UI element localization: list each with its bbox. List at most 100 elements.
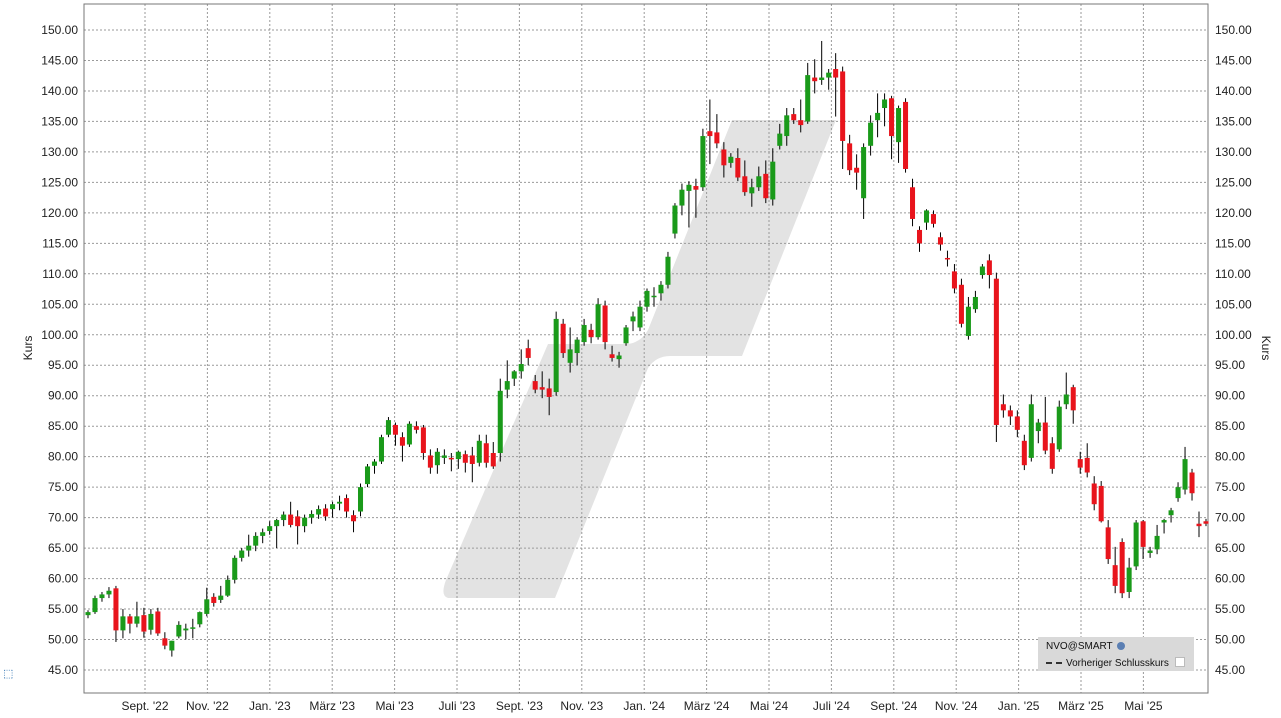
candle <box>972 290 978 313</box>
y-tick-label-left: 60.00 <box>48 572 78 586</box>
candle <box>190 618 196 639</box>
candle <box>176 621 182 639</box>
y-tick-label-right: 55.00 <box>1215 602 1245 616</box>
right-y-axis: 45.00 50.00 55.00 60.00 65.00 70.00 75.00 80.00… <box>1215 23 1252 677</box>
candle-body-down <box>1098 485 1104 522</box>
y-tick-label-right: 130.00 <box>1215 145 1252 159</box>
candle-body-up <box>672 205 678 234</box>
candle-body-up <box>651 295 657 298</box>
candle-body-down <box>162 638 168 646</box>
candle-body-up <box>756 176 762 188</box>
y-tick-label-right: 145.00 <box>1215 53 1252 67</box>
candle <box>1098 481 1104 523</box>
candle <box>406 421 412 447</box>
candle-body-up <box>686 184 692 191</box>
y-tick-label-right: 80.00 <box>1215 450 1245 464</box>
candle <box>99 591 105 602</box>
candle-body-up <box>281 514 287 521</box>
candle <box>930 210 937 228</box>
candle-body-down <box>351 515 357 522</box>
y-tick-label-left: 140.00 <box>41 84 78 98</box>
candle-body-down <box>1007 410 1013 417</box>
candle <box>686 181 692 228</box>
candle-body-up <box>274 520 280 527</box>
candle <box>742 160 748 196</box>
candle <box>246 534 252 557</box>
chart-settings-icon[interactable]: ⬚ <box>3 668 14 680</box>
candle-body-down <box>539 387 545 390</box>
candle <box>714 114 720 149</box>
candle <box>204 587 210 617</box>
candle-body-down <box>910 187 916 219</box>
candle <box>958 278 964 328</box>
y-tick-label-left: 75.00 <box>48 480 78 494</box>
candle-body-down <box>930 214 937 224</box>
y-tick-label-left: 150.00 <box>41 23 78 37</box>
candle-body-down <box>1119 542 1125 594</box>
candle-body-up <box>679 189 685 206</box>
candle <box>378 434 384 464</box>
candle <box>993 272 999 443</box>
candle <box>399 432 405 462</box>
x-tick-label: Nov. '23 <box>560 699 603 713</box>
candle <box>1154 524 1160 555</box>
candle-body-up <box>749 187 755 194</box>
candle <box>798 99 804 133</box>
candle-body-down <box>951 271 957 289</box>
checkbox-icon[interactable] <box>1174 657 1185 667</box>
y-tick-label-left: 95.00 <box>48 358 78 372</box>
candle-body-up <box>434 451 440 466</box>
candle-body-up <box>574 339 580 354</box>
candle-body-up <box>616 355 622 360</box>
candle-body-down <box>155 611 161 634</box>
candle-body-up <box>1126 567 1132 592</box>
y-tick-label-right: 115.00 <box>1215 236 1251 250</box>
candle-body-down <box>1084 457 1090 473</box>
candle-body-down <box>413 426 419 430</box>
candle <box>337 495 343 511</box>
candle-body-up <box>623 327 629 344</box>
candle <box>819 40 825 85</box>
y-tick-label-left: 105.00 <box>41 297 78 311</box>
candle <box>385 417 391 438</box>
candle <box>553 311 559 396</box>
candle-body-down <box>1021 440 1027 466</box>
candle <box>602 300 608 350</box>
y-tick-label-left: 115.00 <box>42 236 78 250</box>
candle <box>1126 557 1132 599</box>
candle-body-down <box>525 348 531 358</box>
candle-body-down <box>295 516 301 527</box>
y-tick-label-right: 50.00 <box>1215 633 1245 647</box>
candle <box>113 585 119 642</box>
y-tick-label-right: 105.00 <box>1215 297 1252 311</box>
candle-body-up <box>1035 422 1041 432</box>
candle <box>623 325 629 346</box>
candle <box>511 370 517 386</box>
candle-body-up <box>896 108 902 143</box>
candle <box>1042 396 1048 455</box>
candle-body-down <box>735 158 741 178</box>
candle <box>148 609 154 635</box>
candle-body-down <box>1189 472 1195 494</box>
candle <box>581 318 587 346</box>
candle <box>316 505 322 519</box>
candle-body-down <box>889 98 895 137</box>
candle-body-up <box>197 612 203 625</box>
candle <box>651 287 657 307</box>
candle-body-down <box>113 588 119 631</box>
x-tick-label: Nov. '22 <box>186 699 229 713</box>
candle <box>1056 400 1062 452</box>
candle-body-up <box>595 304 601 338</box>
candle <box>1091 476 1097 511</box>
candle <box>951 264 957 294</box>
candle-body-up <box>553 318 559 393</box>
legend-previous-close[interactable]: Vorheriger Schlusskurs <box>1046 657 1185 669</box>
candle-body-up <box>1056 406 1062 450</box>
candle <box>644 288 650 312</box>
candle <box>525 339 531 366</box>
y-tick-label-left: 45.00 <box>48 663 78 677</box>
candle <box>441 449 447 464</box>
candle <box>364 463 371 488</box>
candle <box>120 609 126 639</box>
candle <box>721 142 727 178</box>
